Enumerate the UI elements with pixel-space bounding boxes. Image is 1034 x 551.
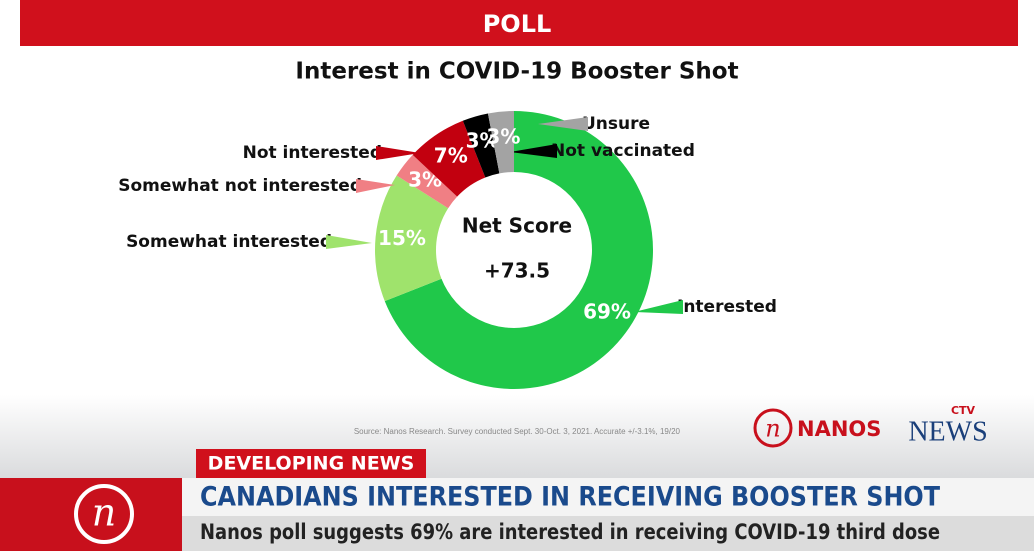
center-value: +73.5 (484, 259, 550, 283)
value-label: 7% (434, 143, 468, 167)
ticker-logo-n: n (92, 491, 116, 535)
donut-slice (375, 175, 449, 302)
donut-slice (487, 111, 514, 174)
nanos-name: NANOS (797, 417, 881, 441)
label-pointer (634, 300, 683, 314)
value-label: 15% (378, 226, 426, 250)
value-label: 69% (583, 300, 631, 324)
donut-slice (384, 111, 653, 389)
news-text: NEWS (908, 416, 987, 447)
label-pointer (356, 179, 395, 193)
category-label: Not vaccinated (551, 141, 695, 161)
headline: CANADIANS INTERESTED IN RECEIVING BOOSTE… (200, 482, 941, 513)
label-pointer (538, 117, 588, 131)
subheadline-box (182, 516, 1034, 551)
nanos-logo-n: n (765, 415, 780, 443)
ctv-text: CTV (951, 404, 976, 417)
lower-background (0, 395, 1034, 480)
headline-box (182, 478, 1034, 516)
category-label: Interested (677, 297, 777, 317)
donut-slice (412, 120, 486, 197)
category-label: Somewhat interested (126, 232, 332, 252)
donut-slice (462, 113, 500, 178)
label-pointer (326, 235, 372, 249)
poll-bar (20, 0, 1018, 46)
developing-tag: DEVELOPING NEWS (208, 453, 415, 475)
chart-title: Interest in COVID-19 Booster Shot (295, 59, 738, 85)
poll-tag: POLL (483, 10, 552, 38)
nanos-logo-ring (753, 408, 793, 448)
category-label: Not interested (243, 143, 382, 163)
label-pointer (510, 144, 557, 158)
donut-slice (396, 154, 458, 209)
developing-tag-box (196, 449, 426, 478)
subheadline: Nanos poll suggests 69% are interested i… (200, 520, 940, 544)
value-label: 3% (486, 124, 520, 148)
center-label: Net Score (462, 214, 572, 238)
ticker-logo-ring (74, 484, 134, 544)
category-label: Unsure (582, 114, 650, 134)
category-label: Somewhat not interested (118, 176, 362, 196)
source: Source: Nanos Research. Survey conducted… (354, 427, 681, 436)
label-pointer (376, 146, 420, 160)
